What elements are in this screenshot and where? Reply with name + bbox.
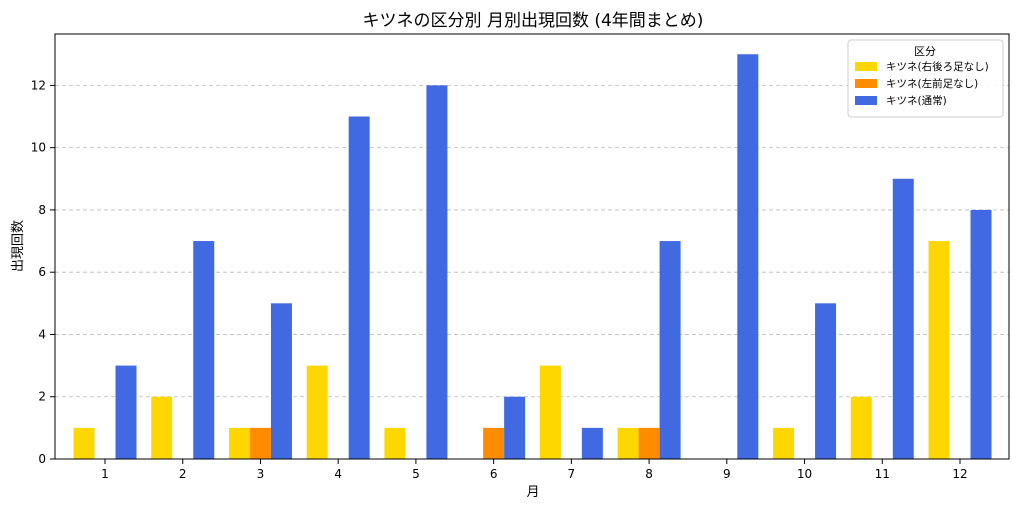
- bar: [928, 241, 950, 459]
- x-tick-label: 4: [334, 467, 342, 481]
- x-tick-label: 6: [490, 467, 498, 481]
- bar: [892, 178, 914, 459]
- plot-frame: [54, 33, 1010, 460]
- bar: [617, 427, 639, 459]
- bar: [270, 303, 292, 459]
- bar: [193, 241, 215, 459]
- bar: [581, 427, 603, 459]
- bar: [426, 85, 448, 460]
- legend-swatch: [855, 62, 877, 71]
- legend-frame: [847, 39, 1004, 118]
- bar: [970, 209, 992, 459]
- bar: [638, 427, 660, 459]
- x-axis-title: 月: [526, 485, 539, 500]
- legend-swatch: [855, 96, 877, 105]
- bar: [151, 396, 173, 459]
- legend-title: 区分: [914, 45, 936, 58]
- bar: [504, 396, 526, 459]
- y-axis-title: 出現回数: [11, 220, 26, 272]
- x-tick-label: 3: [257, 467, 265, 481]
- x-tick-label: 1: [101, 467, 109, 481]
- bar: [115, 365, 137, 459]
- bar: [348, 116, 370, 459]
- bar: [306, 365, 328, 459]
- bar: [73, 427, 95, 459]
- x-tick-label: 7: [568, 467, 576, 481]
- y-tick-label: 12: [31, 78, 46, 92]
- bar: [659, 241, 681, 459]
- bar: [384, 427, 406, 459]
- x-axis: 1 2 3 4 5 6 7 8 9 10 11 12: [101, 459, 968, 481]
- bar: [483, 427, 505, 459]
- bar: [249, 427, 271, 459]
- bar: [815, 303, 837, 459]
- y-tick-label: 6: [38, 265, 46, 279]
- y-tick-label: 8: [38, 203, 46, 217]
- bar: [539, 365, 561, 459]
- bars: [73, 54, 992, 460]
- y-tick-label: 10: [31, 141, 46, 155]
- x-tick-label: 9: [723, 467, 731, 481]
- bar: [228, 427, 250, 459]
- legend-label: キツネ(通常): [886, 94, 947, 107]
- legend: 区分 キツネ(右後ろ足なし) キツネ(左前足なし) キツネ(通常): [847, 39, 1004, 118]
- bar: [737, 54, 759, 460]
- y-tick-label: 4: [38, 327, 46, 341]
- bar: [850, 396, 872, 459]
- y-tick-label: 2: [38, 390, 46, 404]
- chart-title: キツネの区分別 月別出現回数 (4年間まとめ): [363, 11, 704, 31]
- bar: [773, 427, 795, 459]
- y-axis: 0 2 4 6 8 10 12: [31, 78, 55, 466]
- x-tick-label: 10: [797, 467, 812, 481]
- x-tick-label: 8: [645, 467, 653, 481]
- legend-label: キツネ(右後ろ足なし): [886, 60, 989, 73]
- x-tick-label: 2: [179, 467, 187, 481]
- legend-swatch: [855, 79, 877, 88]
- x-tick-label: 5: [412, 467, 420, 481]
- grid: [55, 84, 1009, 398]
- x-tick-label: 12: [952, 467, 967, 481]
- legend-label: キツネ(左前足なし): [886, 77, 978, 90]
- x-tick-label: 11: [875, 467, 890, 481]
- y-tick-label: 0: [38, 452, 46, 466]
